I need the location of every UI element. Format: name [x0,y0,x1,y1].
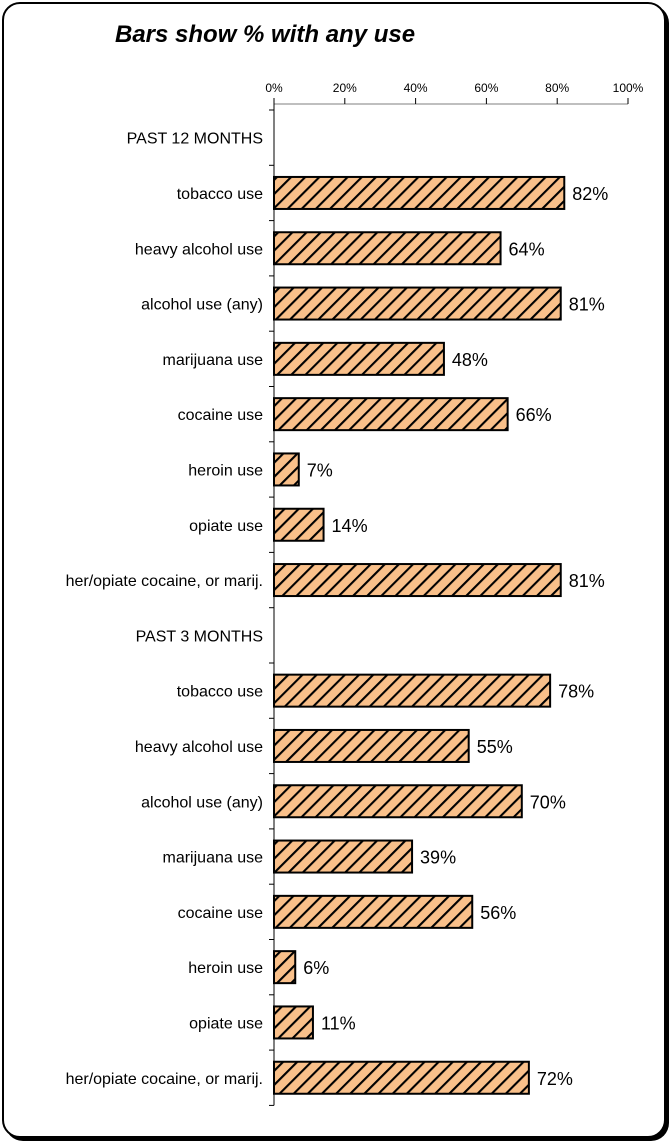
bar [273,175,566,210]
category-label: heroin use [188,960,263,977]
bar [273,507,325,542]
category-label: cocaine use [178,407,263,424]
bar [273,231,502,266]
category-label: opiate use [189,1015,263,1032]
x-tick-label: 20% [333,81,357,95]
x-tick-label: 100% [613,81,644,95]
chart-title: Bars show % with any use [115,21,415,48]
x-tick-label: 60% [474,81,498,95]
data-label: 6% [303,958,329,978]
category-label: marijuana use [163,850,264,867]
category-label: tobacco use [177,186,263,203]
bar [273,452,300,487]
category-label: marijuana use [163,352,264,369]
bar [273,563,562,598]
category-label: PAST 3 MONTHS [136,628,263,645]
x-tick-label: 0% [265,81,283,95]
data-label: 64% [509,239,545,259]
category-label: heavy alcohol use [135,739,263,756]
category-label: her/opiate cocaine, or marij. [66,573,263,590]
category-label: alcohol use (any) [141,297,263,314]
bar [273,341,445,376]
category-label: tobacco use [177,684,263,701]
data-label: 81% [569,295,605,315]
category-label: heavy alcohol use [135,241,263,258]
category-label: alcohol use (any) [141,794,263,811]
data-label: 11% [321,1013,356,1033]
x-tick-label: 80% [545,81,569,95]
data-label: 39% [420,848,456,868]
data-label: 14% [332,516,368,536]
bar [273,397,509,432]
bar [273,839,414,874]
label-layer: PAST 12 MONTHS tobacco use 82% heavy alcoho… [66,131,609,1089]
x-tick-label: 40% [404,81,428,95]
bar [273,1005,314,1040]
bar [273,728,470,763]
category-label: opiate use [189,518,263,535]
bar [273,784,523,819]
bar [273,286,562,321]
data-label: 81% [569,571,605,591]
category-label: PAST 12 MONTHS [127,131,263,148]
category-label: cocaine use [178,905,263,922]
bar-layer [273,175,566,1095]
category-label: her/opiate cocaine, or marij. [66,1071,263,1088]
data-label: 56% [480,903,516,923]
data-label: 55% [477,737,513,757]
data-label: 66% [516,405,552,425]
data-label: 7% [307,460,333,480]
bar [273,950,297,985]
category-label: heroin use [188,462,263,479]
axis-layer: 0% 20% 40% 60% 80% 100% [265,81,644,1106]
data-label: 72% [537,1069,573,1089]
data-label: 48% [452,350,488,370]
data-label: 70% [530,792,566,812]
bar [273,894,474,929]
bar [273,673,552,708]
data-label: 82% [572,184,608,204]
bar [273,1060,530,1095]
data-label: 78% [558,682,594,702]
